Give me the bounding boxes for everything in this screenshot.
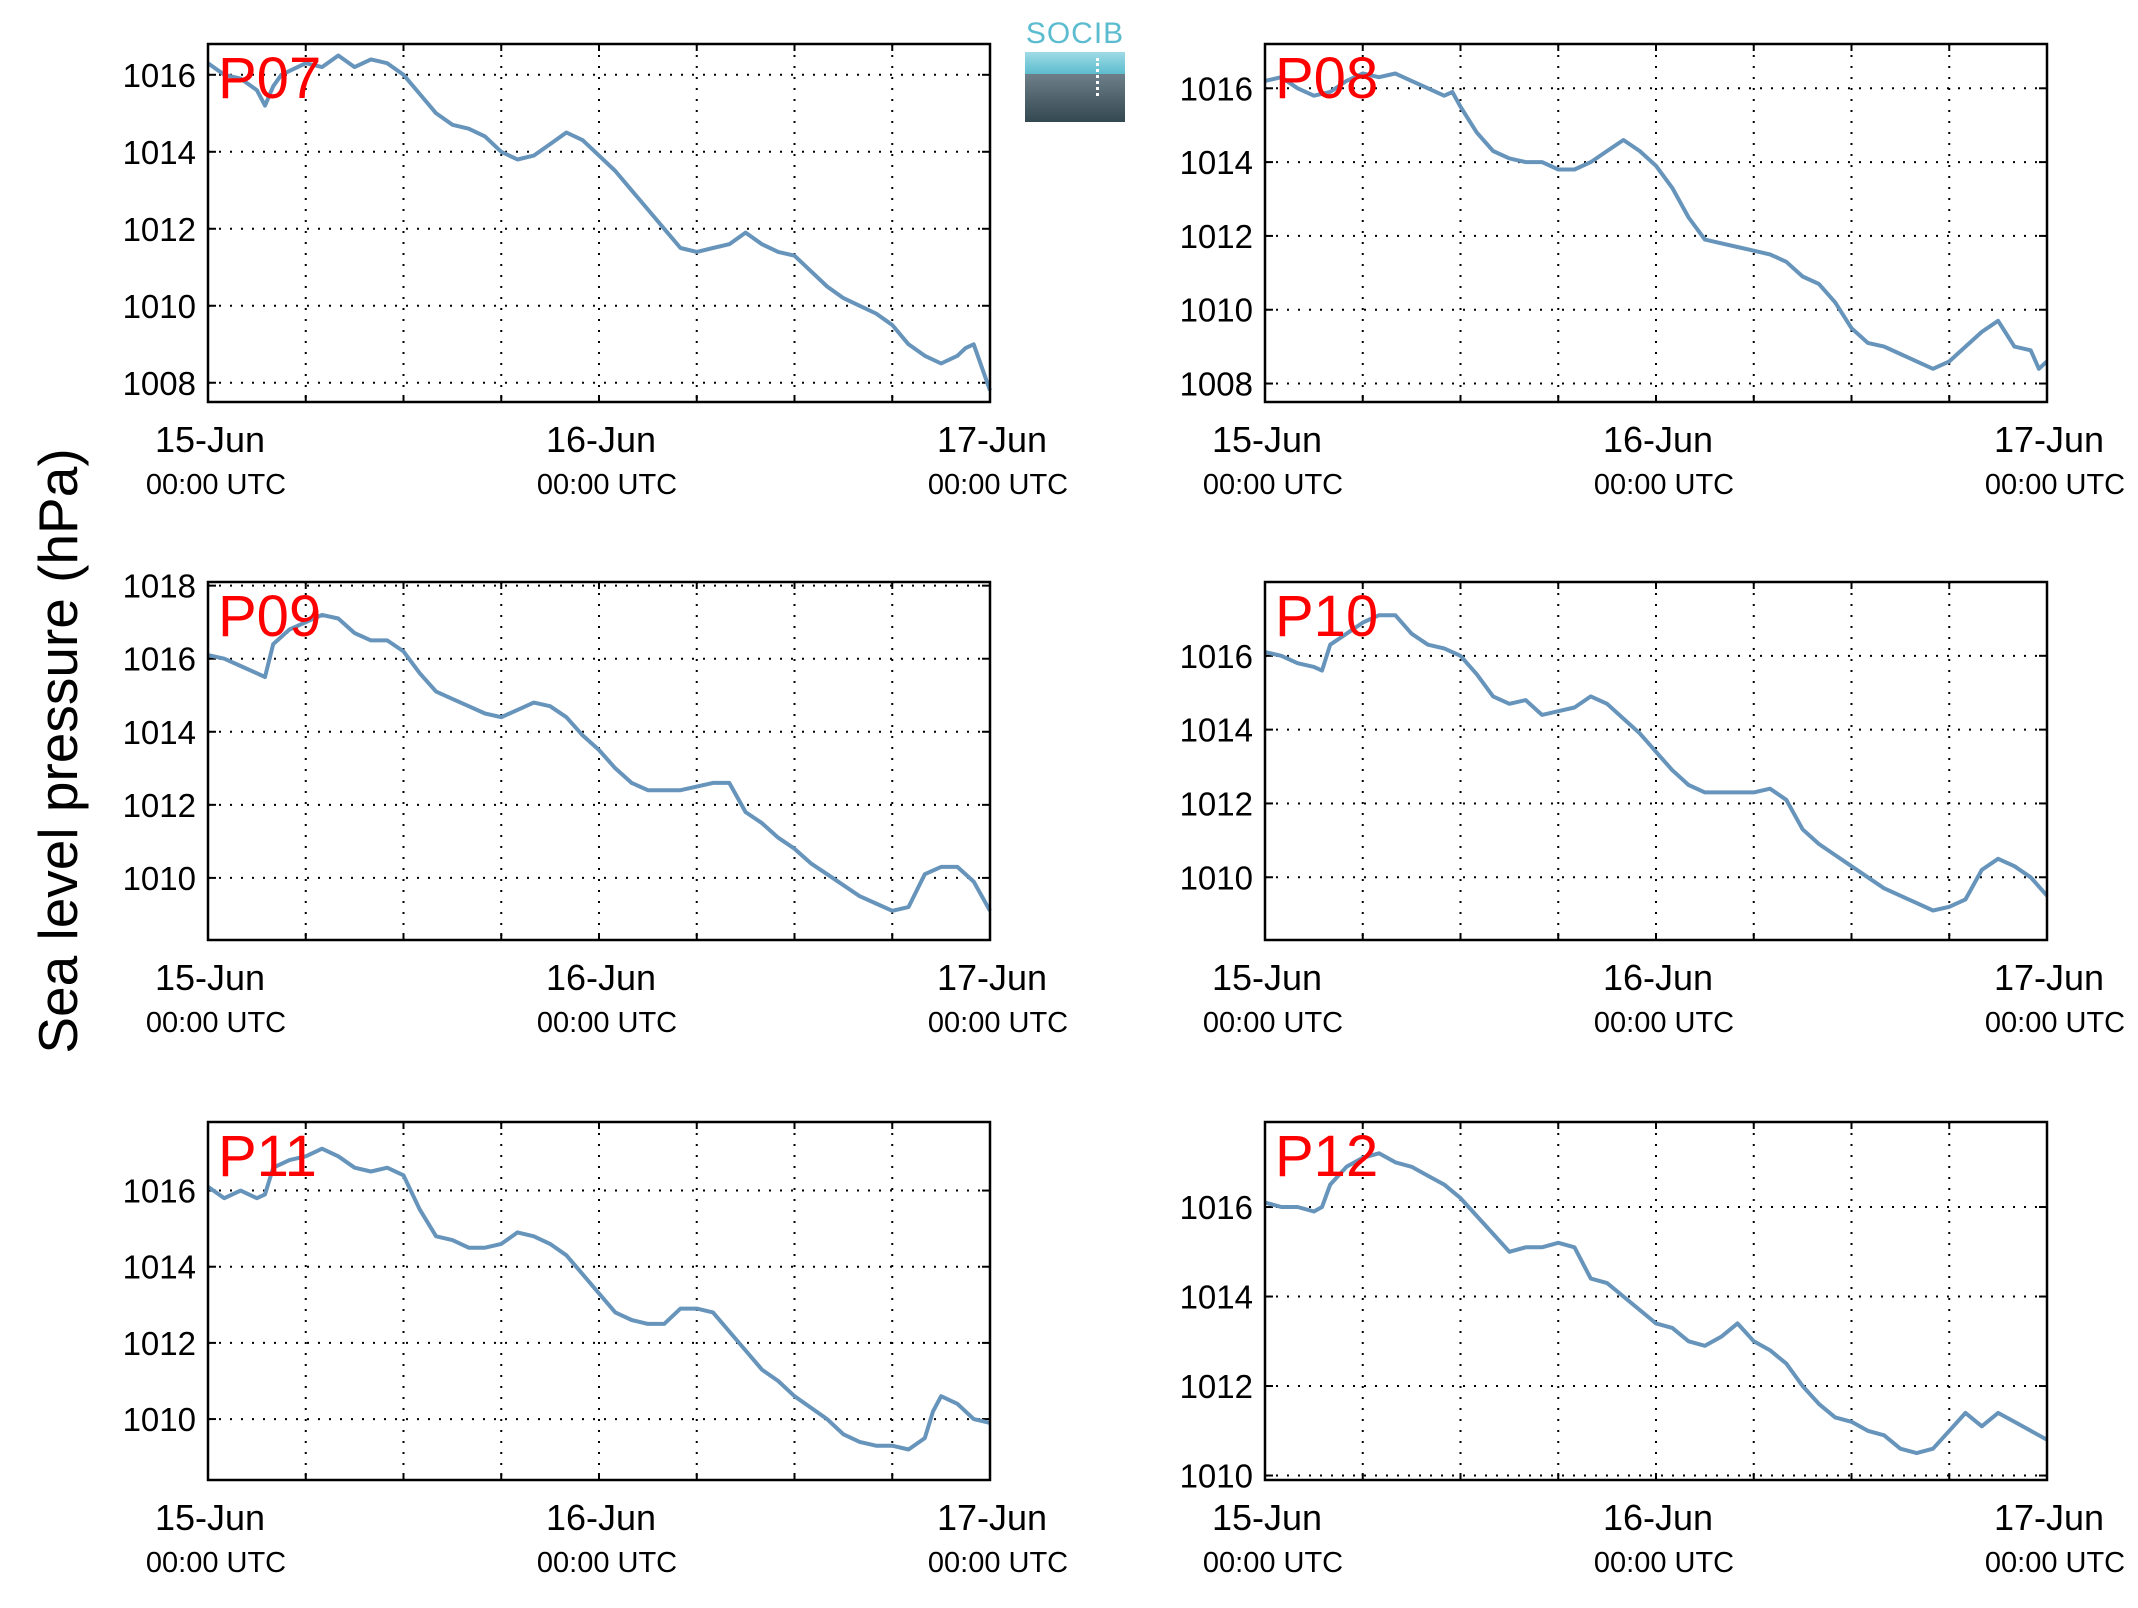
x-tick-label-date: 17-Jun (1994, 957, 2104, 998)
panel-label: P12 (1275, 1124, 1378, 1189)
x-tick-label-date: 16-Jun (1603, 1497, 1713, 1538)
series-line (1264, 71, 2049, 371)
y-tick-label: 1012 (1180, 1368, 1253, 1405)
y-tick-label: 1010 (1180, 1458, 1253, 1495)
x-tick-label-time: 00:00 UTC (1594, 1547, 1734, 1579)
chart-panel-p11: 1010 1012 1014 1016 15-Jun 00:00 UTC 16-Jun 00:… (123, 1120, 1068, 1579)
y-tick-label: 1014 (1180, 712, 1253, 749)
x-tick-label-date: 17-Jun (937, 957, 1047, 998)
y-tick-label: 1016 (123, 641, 196, 678)
y-tick-label: 1010 (123, 860, 196, 897)
y-tick-label: 1014 (123, 714, 196, 751)
y-tick-label: 1014 (123, 1249, 196, 1286)
x-tick-label-date: 16-Jun (1603, 957, 1713, 998)
series-line (1264, 613, 2049, 913)
x-tick-label-date: 15-Jun (155, 419, 265, 460)
chart-panel-p12: 1010 1012 1014 1016 15-Jun 00:00 UTC 16-Jun 00:… (1180, 1120, 2125, 1579)
x-tick-label-time: 00:00 UTC (928, 1007, 1068, 1039)
x-tick-label-date: 16-Jun (546, 957, 656, 998)
x-tick-label-date: 17-Jun (1994, 1497, 2104, 1538)
y-tick-label: 1012 (123, 1325, 196, 1362)
plot-frame (1263, 580, 2049, 942)
series-line (206, 53, 992, 392)
x-tick-label-date: 16-Jun (546, 419, 656, 460)
x-tick-label-time: 00:00 UTC (537, 469, 677, 501)
y-tick-label: 1008 (1180, 366, 1253, 403)
panel-label: P07 (218, 46, 321, 111)
x-tick-label-time: 00:00 UTC (928, 469, 1068, 501)
series-line (206, 1146, 991, 1452)
y-tick-label: 1016 (123, 1173, 196, 1210)
x-tick-label-date: 15-Jun (155, 957, 265, 998)
x-tick-label-time: 00:00 UTC (1203, 469, 1343, 501)
x-tick-label-time: 00:00 UTC (146, 1547, 286, 1579)
y-tick-label: 1016 (1180, 1189, 1253, 1226)
chart-panel-p08: 1008 1010 1012 1014 1016 15-Jun 00:00 UTC 16-Ju… (1180, 42, 2125, 501)
y-tick-label: 1010 (123, 288, 196, 325)
x-tick-label-date: 15-Jun (1212, 957, 1322, 998)
x-tick-label-date: 17-Jun (937, 419, 1047, 460)
x-tick-label-date: 15-Jun (1212, 419, 1322, 460)
y-tick-label: 1010 (123, 1401, 196, 1438)
y-tick-label: 1014 (1180, 1279, 1253, 1316)
x-tick-label-time: 00:00 UTC (1985, 1547, 2125, 1579)
x-tick-label-date: 15-Jun (155, 1497, 265, 1538)
logo-text: SOCIB (1025, 17, 1125, 50)
y-tick-label: 1012 (123, 211, 196, 248)
x-tick-label-time: 00:00 UTC (146, 469, 286, 501)
chart-panel-p07: 1008 1010 1012 1014 1016 15-Jun 00:00 UTC 16-Ju… (123, 42, 1068, 501)
plot-frame (206, 580, 992, 942)
panel-label: P09 (218, 584, 321, 649)
x-tick-label-time: 00:00 UTC (1594, 1007, 1734, 1039)
panel-label: P08 (1275, 46, 1378, 111)
panel-label: P11 (218, 1124, 317, 1189)
x-tick-label-date: 16-Jun (1603, 419, 1713, 460)
socib-logo: SOCIB (1025, 18, 1125, 122)
y-tick-label: 1008 (123, 365, 196, 402)
plot-frame (1263, 42, 2049, 404)
y-tick-label: 1012 (1180, 218, 1253, 255)
x-tick-label-time: 00:00 UTC (928, 1547, 1068, 1579)
y-tick-label: 1014 (1180, 144, 1253, 181)
y-tick-label: 1014 (123, 134, 196, 171)
chart-panel-p09: 1010 1012 1014 1016 1018 15-Jun 00:00 UTC 16-Ju… (123, 568, 1069, 1039)
chart-panel-p10: 1010 1012 1014 1016 15-Jun 00:00 UTC 16-Jun 00:… (1180, 580, 2125, 1039)
y-tick-label: 1018 (123, 568, 196, 605)
x-tick-label-time: 00:00 UTC (537, 1547, 677, 1579)
y-tick-label: 1012 (123, 787, 196, 824)
x-tick-label-date: 15-Jun (1212, 1497, 1322, 1538)
y-tick-label: 1012 (1180, 785, 1253, 822)
plot-frame (206, 1120, 992, 1482)
plot-frame (206, 42, 992, 404)
x-tick-label-time: 00:00 UTC (1985, 1007, 2125, 1039)
x-tick-label-time: 00:00 UTC (1594, 469, 1734, 501)
panel-label: P10 (1275, 584, 1378, 649)
x-tick-label-time: 00:00 UTC (537, 1007, 677, 1039)
y-tick-label: 1010 (1180, 292, 1253, 329)
series-line (1264, 1151, 2048, 1456)
y-tick-label: 1016 (1180, 638, 1253, 675)
x-tick-label-time: 00:00 UTC (1203, 1547, 1343, 1579)
y-tick-label: 1010 (1180, 859, 1253, 896)
x-tick-label-time: 00:00 UTC (1985, 469, 2125, 501)
x-tick-label-time: 00:00 UTC (1203, 1007, 1343, 1039)
y-tick-label: 1016 (1180, 70, 1253, 107)
x-tick-label-time: 00:00 UTC (146, 1007, 286, 1039)
series-line (207, 612, 992, 913)
x-tick-label-date: 16-Jun (546, 1497, 656, 1538)
plot-frame (1263, 1120, 2049, 1482)
x-tick-label-date: 17-Jun (1994, 419, 2104, 460)
x-tick-label-date: 17-Jun (937, 1497, 1047, 1538)
y-tick-label: 1016 (123, 57, 196, 94)
